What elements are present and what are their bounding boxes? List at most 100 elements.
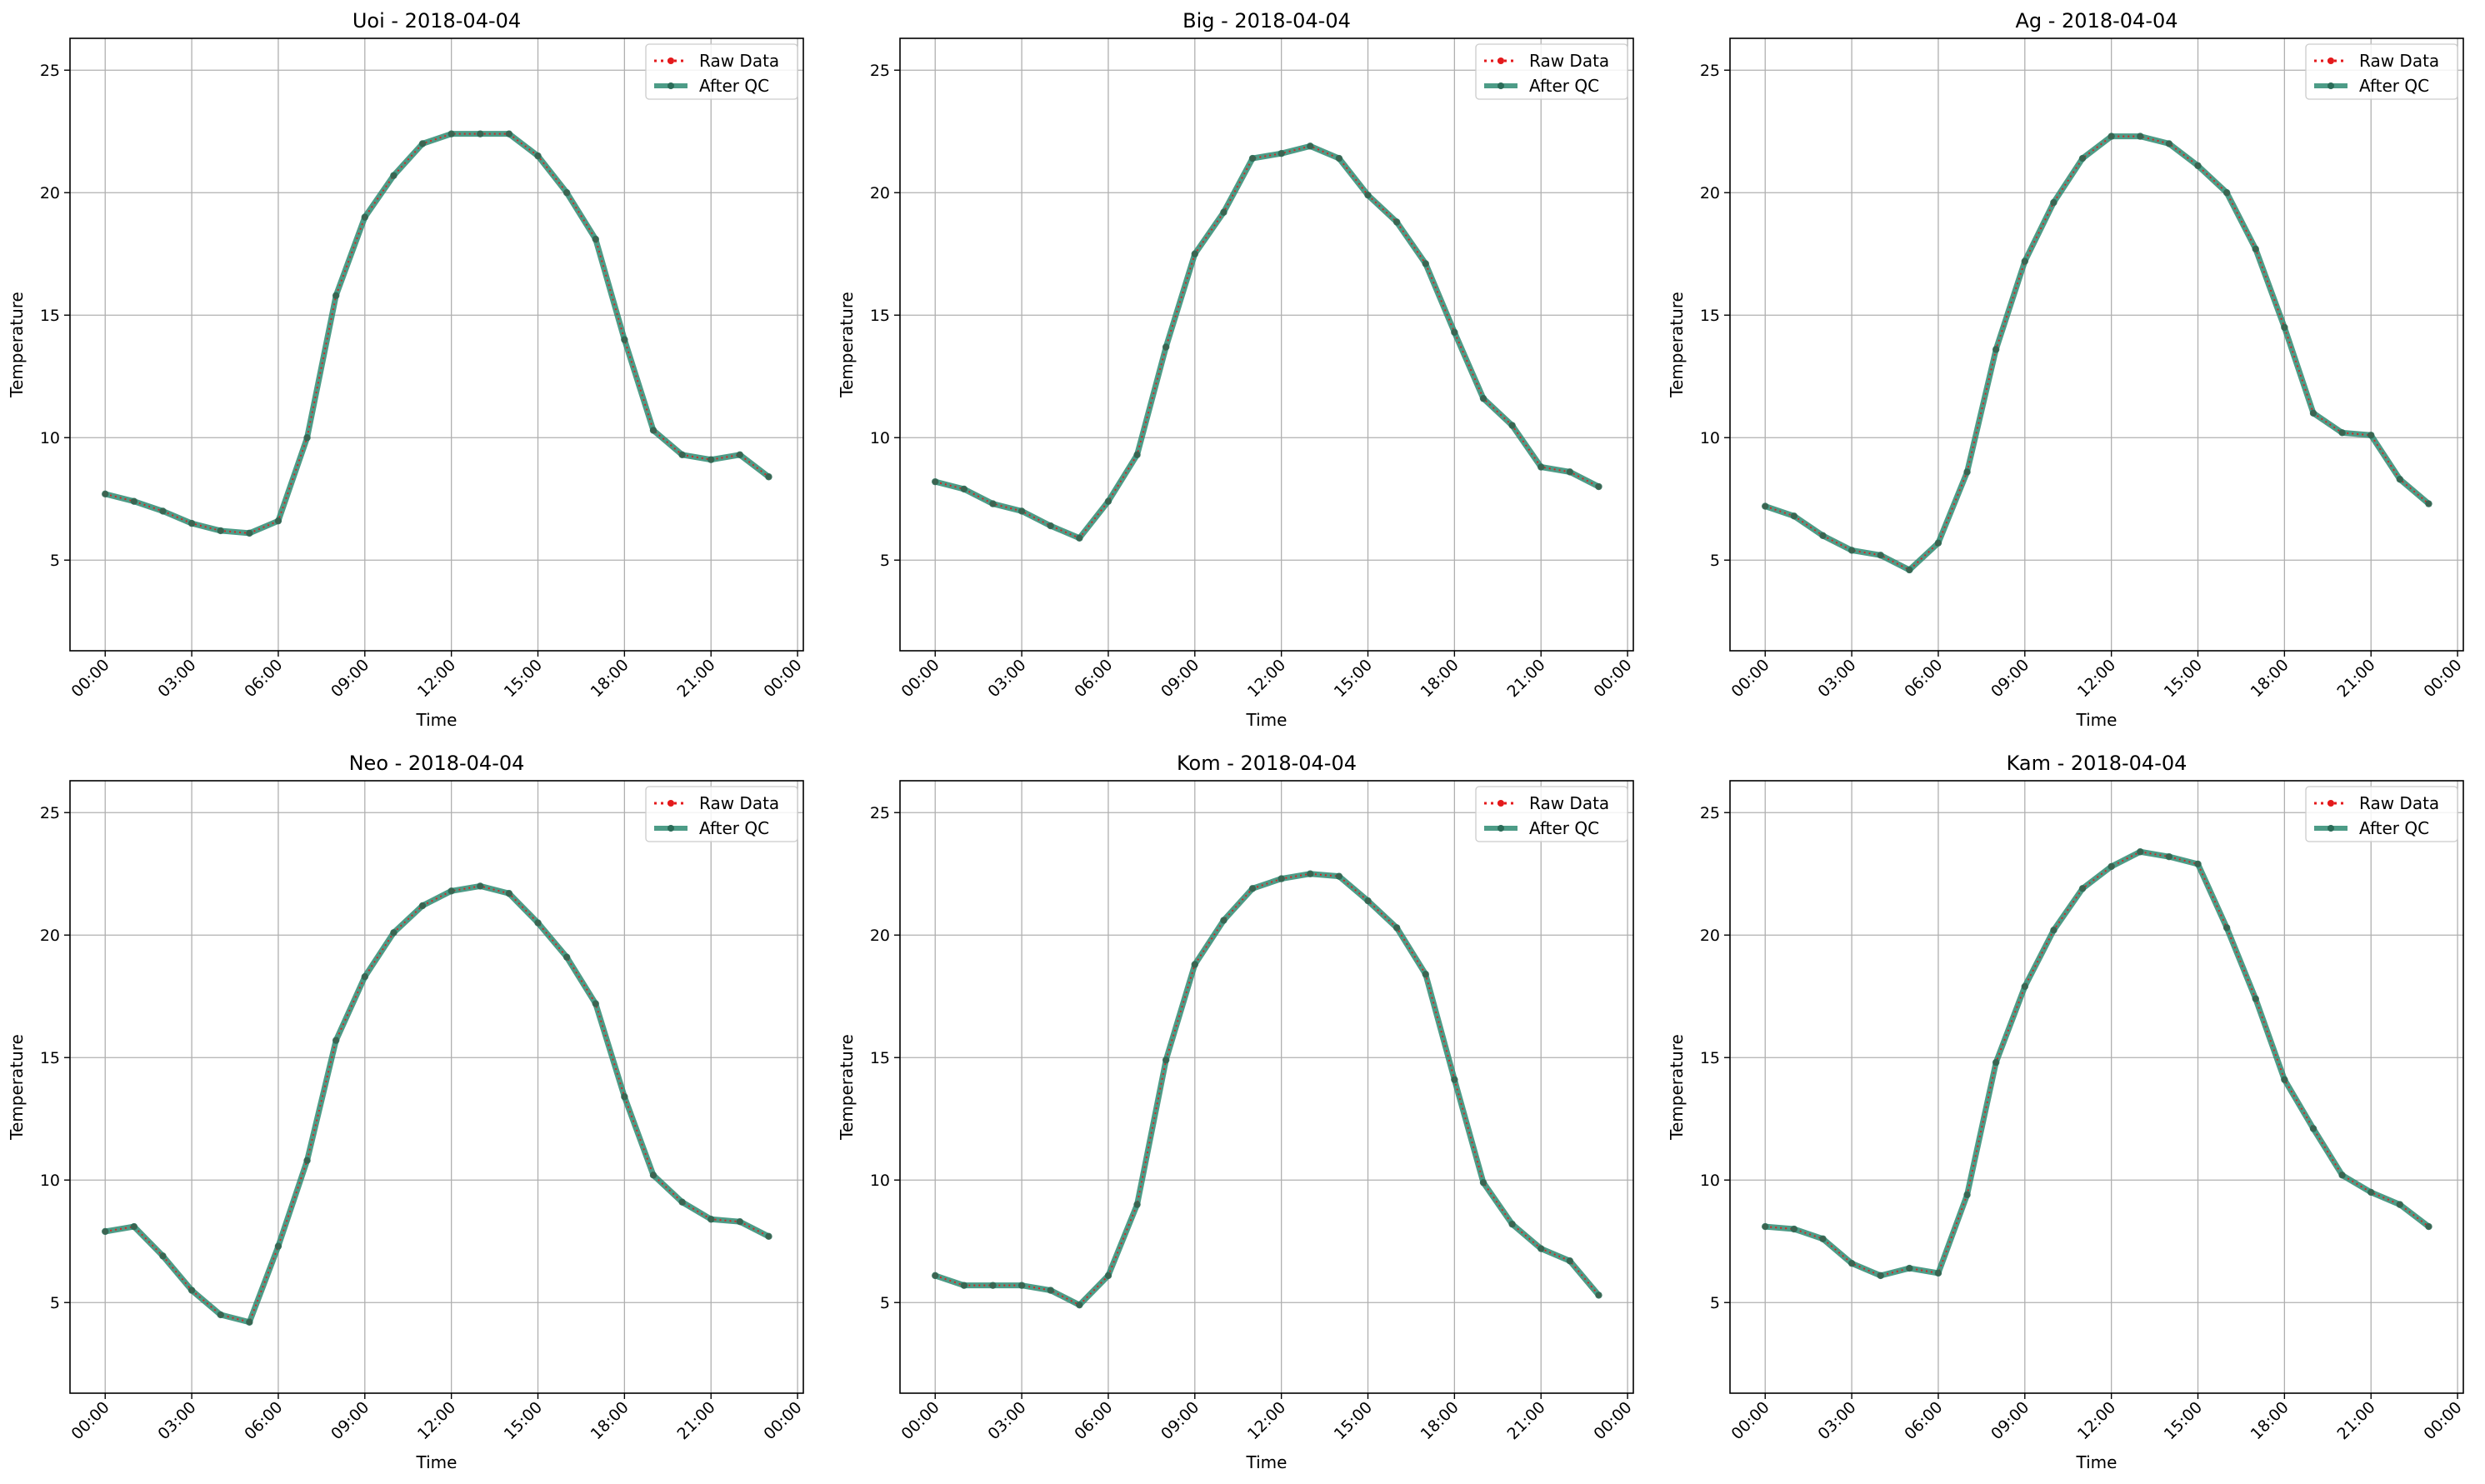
after-qc-point: [217, 1311, 224, 1319]
x-tick-label: 12:00: [1244, 1398, 1289, 1443]
axes-frame: [899, 37, 1634, 652]
y-tick-label: 15: [870, 1049, 890, 1067]
after-qc-point: [1076, 534, 1083, 542]
y-tick-label: 20: [870, 927, 890, 945]
x-tick-label: 06:00: [241, 1398, 286, 1443]
subplot-2: 5 10 15 20 25 00:00 03:00 06:00 09:00 12:00 15:00 1…: [837, 9, 1636, 730]
y-axis-label: Temperature: [837, 1034, 857, 1141]
grid: [1730, 781, 2463, 1393]
after-qc-point: [1595, 1292, 1602, 1299]
axes-frame: [899, 780, 1634, 1394]
after-qc-point: [2222, 189, 2231, 197]
after-qc-point: [390, 172, 398, 179]
legend-qc-label: After QC: [2359, 76, 2429, 96]
x-tick-label: 00:00: [898, 1398, 942, 1443]
after-qc-point: [765, 473, 772, 481]
after-qc-point: [989, 1282, 997, 1289]
y-tick-label: 25: [870, 804, 890, 822]
after-qc-point: [592, 235, 599, 243]
axes-frame: [1729, 780, 2464, 1394]
after-qc-point: [1877, 552, 1884, 559]
subplot-title: Kom - 2018-04-04: [1177, 752, 1357, 775]
after-qc-point: [1191, 250, 1199, 257]
after-qc-point: [1538, 1245, 1545, 1252]
after-qc-point: [188, 519, 196, 527]
x-tick-label: 00:00: [1728, 1398, 1772, 1443]
after-qc-point: [2137, 132, 2144, 140]
after-qc-point: [678, 1198, 686, 1206]
x-tick-label: 09:00: [1988, 1398, 2032, 1443]
y-tick-label: 20: [1700, 184, 1720, 202]
after-qc-point: [418, 140, 427, 147]
x-tick-label: 21:00: [2333, 1398, 2378, 1443]
after-qc-point: [1819, 532, 1827, 540]
after-qc-point: [159, 507, 167, 515]
legend: Raw Data After QC: [1475, 786, 1628, 842]
after-qc-point: [2309, 409, 2318, 417]
x-tick-label: 18:00: [2248, 1398, 2292, 1443]
x-tick-label: 00:00: [68, 1398, 112, 1443]
y-tick-label: 15: [1700, 307, 1720, 325]
after-qc-point: [562, 189, 571, 197]
legend-raw-marker: [668, 57, 674, 64]
after-qc-point: [1278, 875, 1285, 882]
after-qc-point: [1133, 451, 1141, 458]
after-qc-point: [1307, 142, 1314, 150]
after-qc-point: [418, 902, 427, 910]
series-after-qc-line: [104, 131, 771, 537]
after-qc-point: [989, 500, 997, 507]
after-qc-point: [1248, 154, 1257, 162]
x-tick-label: 00:00: [760, 656, 805, 701]
after-qc-point: [2021, 982, 2028, 991]
after-qc-point: [932, 1272, 939, 1280]
legend: Raw Data After QC: [2305, 43, 2458, 100]
after-qc-point: [649, 427, 658, 434]
after-qc-point: [274, 517, 282, 525]
x-tick-label: 12:00: [2074, 656, 2119, 701]
series-raw-data-line: [1764, 135, 2430, 572]
after-qc-point: [736, 1218, 744, 1226]
x-tick-label: 03:00: [984, 656, 1029, 701]
y-tick-label: 25: [1700, 62, 1720, 80]
after-qc-point: [1076, 1301, 1083, 1309]
x-axis-label: Time: [2076, 710, 2118, 730]
subplot-5: 5 10 15 20 25 00:00 03:00 06:00 09:00 12:00 15:00 1…: [837, 752, 1636, 1472]
after-qc-point: [1335, 154, 1343, 162]
after-qc-point: [708, 1216, 715, 1223]
after-qc-point: [2309, 1125, 2318, 1132]
after-qc-point: [390, 929, 398, 937]
y-tick-label: 10: [870, 429, 890, 447]
legend-raw-label: Raw Data: [699, 793, 779, 813]
after-qc-point: [2425, 500, 2432, 507]
after-qc-point: [1508, 422, 1516, 429]
after-qc-point: [1018, 1282, 1026, 1289]
y-tick-label: 5: [50, 1294, 60, 1312]
series-after-qc-line: [934, 871, 1602, 1308]
legend-raw-label: Raw Data: [1529, 51, 1609, 71]
axes-frame: [1729, 37, 2464, 652]
legend: Raw Data After QC: [645, 43, 798, 100]
x-tick-label: 15:00: [1331, 656, 1376, 701]
y-tick-label: 5: [880, 1294, 890, 1312]
x-tick-label: 03:00: [154, 656, 199, 701]
series-raw-data-line: [1765, 851, 2430, 1277]
after-qc-point: [188, 1287, 196, 1294]
after-qc-point: [2281, 1076, 2288, 1083]
axes-frame: [69, 37, 804, 652]
x-tick-label: 09:00: [328, 1398, 372, 1443]
after-qc-point: [102, 1227, 109, 1236]
after-qc-point: [448, 887, 455, 895]
x-tick-label: 06:00: [1071, 656, 1116, 701]
after-qc-point: [1479, 1178, 1488, 1187]
after-qc-point: [1018, 507, 1026, 515]
x-tick-label: 12:00: [2074, 1398, 2119, 1443]
y-tick-label: 5: [1710, 1294, 1720, 1312]
x-tick-label: 06:00: [1901, 656, 1946, 701]
grid: [70, 38, 803, 651]
y-tick-label: 10: [1700, 1172, 1720, 1190]
x-tick-label: 03:00: [154, 1398, 199, 1443]
after-qc-point: [1934, 539, 1942, 547]
legend-raw-label: Raw Data: [2359, 51, 2439, 71]
after-qc-point: [2396, 1201, 2404, 1208]
